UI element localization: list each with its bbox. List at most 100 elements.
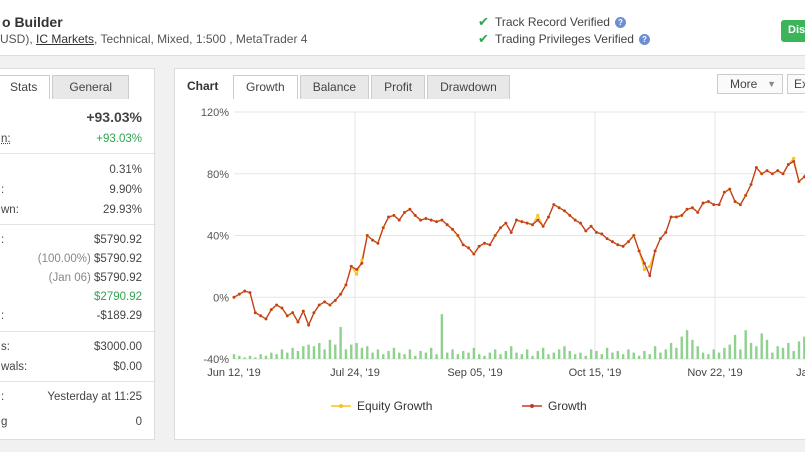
volume-bar <box>270 352 273 359</box>
volume-bar <box>467 352 470 359</box>
growth-point <box>627 240 630 244</box>
system-details: USD), IC Markets, Technical, Mixed, 1:50… <box>0 32 307 46</box>
x-tick-label: Jun 12, '19 <box>207 367 260 379</box>
volume-bar <box>536 351 540 359</box>
growth-point <box>253 311 257 315</box>
growth-point <box>525 221 529 225</box>
growth-point <box>365 234 369 237</box>
equity-point <box>536 213 540 218</box>
tab-general[interactable]: General <box>52 75 130 99</box>
tab-stats[interactable]: Stats <box>0 75 51 99</box>
volume-bar <box>398 352 401 359</box>
growth-point <box>435 220 438 224</box>
tab-growth[interactable]: Growth <box>233 75 298 99</box>
growth-point <box>653 249 657 253</box>
growth-point <box>509 231 513 234</box>
interest-value: -$189.29 <box>96 310 142 322</box>
growth-point <box>568 214 572 217</box>
legend-equity-growth[interactable]: Equity Growth <box>331 399 432 413</box>
deposits-row: s: $3000.00 <box>0 337 156 357</box>
gain-value: +93.03% <box>86 109 142 125</box>
volume-bar <box>637 355 641 359</box>
volume-bar <box>664 349 667 359</box>
track-record-label: Track Record Verified <box>495 15 610 29</box>
volume-bar <box>531 355 534 359</box>
volume-bar <box>739 349 742 359</box>
x-tick-label: Jan <box>796 367 805 379</box>
trading-privileges-label: Trading Privileges Verified <box>495 32 634 46</box>
growth-point <box>312 311 316 315</box>
growth-point <box>616 243 620 247</box>
volume-bar <box>328 339 332 359</box>
growth-chart: 120% 80% 40% 0% -40%Jun 12, '19 Jul 24, '19 Se… <box>201 107 805 379</box>
highest-amount: $5790.92 <box>94 272 142 284</box>
drawdown-label: wn: <box>1 204 19 216</box>
volume-bar <box>408 349 412 359</box>
growth-point <box>371 238 374 242</box>
volume-bar <box>691 339 694 359</box>
abs-gain-label[interactable]: n: <box>1 133 11 145</box>
growth-point <box>685 207 689 211</box>
volume-bar <box>344 349 348 359</box>
volume-bar <box>600 354 603 359</box>
tab-drawdown[interactable]: Drawdown <box>427 75 510 99</box>
growth-point <box>355 268 358 271</box>
volume-bar <box>264 355 268 359</box>
broker-link[interactable]: IC Markets <box>36 32 95 46</box>
volume-bar <box>323 349 326 359</box>
stats-tabs: Stats General <box>0 75 131 99</box>
growth-point <box>232 295 236 299</box>
divider <box>0 224 156 225</box>
export-button[interactable]: Ex <box>787 74 805 94</box>
volume-bar <box>515 352 518 359</box>
volume-bar <box>472 347 476 359</box>
info-icon[interactable]: ? <box>614 16 626 28</box>
growth-point <box>387 215 390 219</box>
tab-profit[interactable]: Profit <box>371 75 426 99</box>
tab-balance[interactable]: Balance <box>299 75 370 99</box>
growth-point <box>632 234 636 237</box>
info-icon[interactable]: ? <box>638 33 650 45</box>
volume-bar <box>568 351 572 359</box>
volume-bar <box>424 352 428 359</box>
growth-point <box>269 308 273 311</box>
growth-point <box>669 215 673 219</box>
drawdown-value: 29.93% <box>102 204 142 216</box>
growth-point <box>691 206 694 210</box>
y-tick-label: -40% <box>203 354 229 366</box>
volume-bar <box>488 352 492 359</box>
volume-bar <box>552 352 556 359</box>
volume-bar <box>312 346 316 359</box>
growth-point <box>381 226 385 230</box>
x-tick-label: Oct 15, '19 <box>569 367 622 379</box>
volume-bar <box>259 354 262 359</box>
volume-bar <box>541 347 545 359</box>
growth-point <box>339 292 343 296</box>
growth-point <box>552 203 556 207</box>
volume-bar <box>643 351 646 359</box>
growth-point <box>296 320 300 324</box>
gain-row: +93.03% <box>0 107 156 127</box>
interest-row: : -$189.29 <box>0 306 156 326</box>
volume-bar <box>238 355 241 359</box>
volume-bar <box>371 352 374 359</box>
x-tick-label: Sep 05, '19 <box>447 367 502 379</box>
volume-bar <box>525 349 529 359</box>
growth-point <box>445 223 449 227</box>
balance-value: $5790.92 <box>94 234 142 246</box>
discuss-button[interactable]: Dis <box>781 20 805 42</box>
growth-point <box>712 203 716 207</box>
growth-point <box>722 190 726 194</box>
volume-bar <box>243 357 246 359</box>
volume-bar <box>797 341 801 359</box>
volume-bar <box>430 347 433 359</box>
withdrawals-row: wals: $0.00 <box>0 357 156 377</box>
trading-privileges-verified: ✔ Trading Privileges Verified ? <box>478 31 650 47</box>
growth-point <box>429 218 433 222</box>
track-record-verified: ✔ Track Record Verified ? <box>478 14 626 30</box>
withdrawals-value: $0.00 <box>113 361 142 373</box>
legend-growth[interactable]: Growth <box>522 399 587 413</box>
growth-point <box>499 226 502 230</box>
more-dropdown[interactable]: More ▼ <box>717 74 783 94</box>
divider <box>0 331 156 332</box>
